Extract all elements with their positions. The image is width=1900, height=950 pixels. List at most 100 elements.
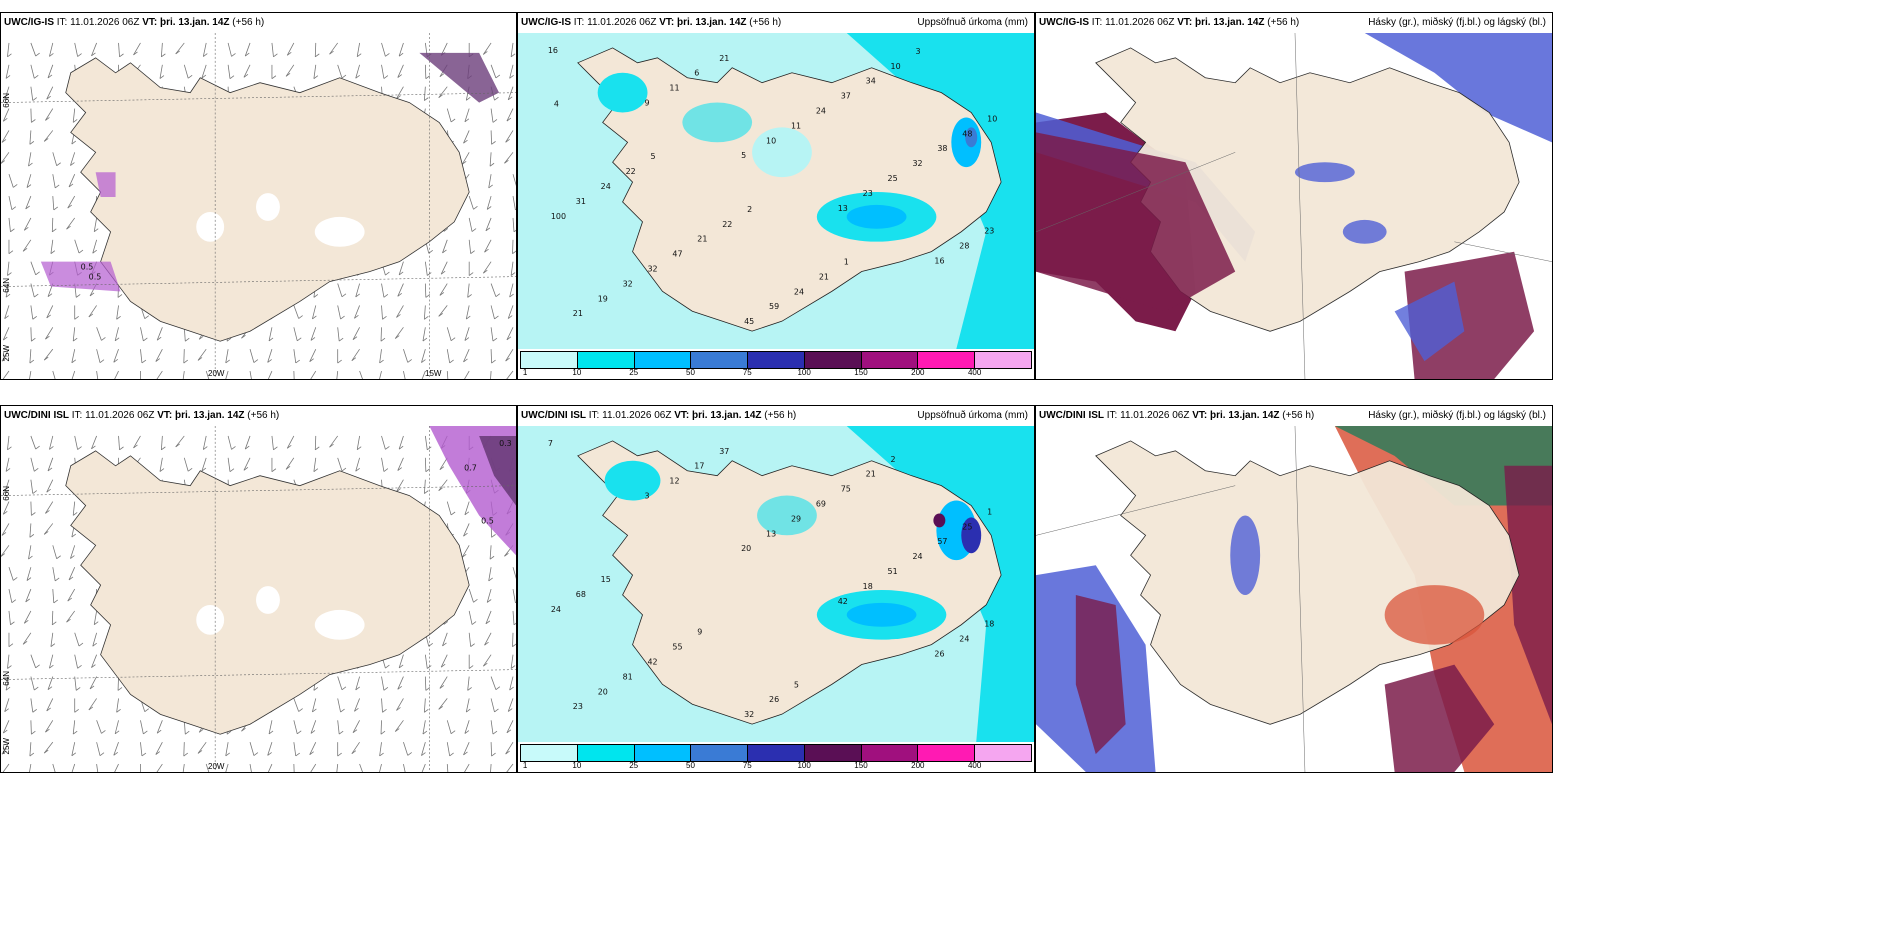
wind-barb-flag xyxy=(396,314,401,318)
precip-value: 75 xyxy=(841,485,851,494)
wind-barb xyxy=(463,130,470,144)
wind-barb xyxy=(49,435,54,450)
wind-barb xyxy=(286,42,295,56)
wind-barb-flag xyxy=(116,708,121,713)
legend-colorbar xyxy=(520,351,1032,369)
wind-barb xyxy=(512,174,516,186)
wind-barb-flag xyxy=(397,467,402,471)
wind-barb xyxy=(140,720,144,735)
panel-header: UWC/IG-IS IT: 11.01.2026 06Z VT: þri. 13… xyxy=(4,17,265,28)
wind-barb-flag xyxy=(424,490,429,494)
precip-value: 2 xyxy=(747,205,752,214)
wind-barb-flag xyxy=(56,162,61,167)
wind-barb-flag xyxy=(1,532,7,536)
wind-barb xyxy=(423,698,426,713)
precip-value: 32 xyxy=(912,159,922,168)
wind-barb xyxy=(5,676,10,691)
wind-barb-flag xyxy=(1,553,6,557)
wind-barb xyxy=(379,742,382,757)
wind-barb xyxy=(182,763,185,772)
wind-barb-flag xyxy=(464,730,470,734)
wind-barb-flag xyxy=(509,75,514,79)
wind-barb xyxy=(156,327,163,341)
wind-barb xyxy=(468,632,472,647)
wind-barb xyxy=(337,283,343,297)
wind-barb-flag xyxy=(50,250,56,254)
wind-barb-flag xyxy=(513,229,516,233)
precip-value: 1 xyxy=(987,507,992,516)
precip-value: 24 xyxy=(601,182,611,191)
wind-barb-flag xyxy=(93,621,99,625)
wind-barb xyxy=(52,589,55,604)
wind-barb-flag xyxy=(229,75,235,79)
wind-barb-flag xyxy=(506,729,512,734)
wind-barb-flag xyxy=(29,752,35,757)
wind-barb-flag xyxy=(116,315,121,320)
wind-barb xyxy=(337,698,341,713)
wind-barb-flag xyxy=(397,685,402,690)
wind-barb-flag xyxy=(99,359,105,364)
wind-barb-flag xyxy=(329,50,334,55)
precip-value: 7 xyxy=(548,439,553,448)
wind-barb-flag xyxy=(351,750,357,755)
wind-barb xyxy=(379,763,382,772)
precip-value: 47 xyxy=(672,250,682,259)
wind-barb xyxy=(96,720,102,734)
wind-barb-flag xyxy=(355,686,360,691)
wind-barb-flag xyxy=(72,730,78,735)
wind-barb-flag xyxy=(3,510,8,515)
wind-barb xyxy=(227,457,231,472)
wind-barb xyxy=(1,152,10,164)
wind-barb xyxy=(356,435,360,450)
wind-barb-flag xyxy=(510,272,516,276)
wind-barb xyxy=(74,239,80,254)
legend-label: 10 xyxy=(572,761,582,770)
wind-barb-flag xyxy=(509,686,514,691)
wind-barb xyxy=(140,349,143,364)
svg-text:0.5: 0.5 xyxy=(481,516,494,525)
wind-barb-flag xyxy=(201,467,207,472)
wind-barb xyxy=(88,698,97,711)
wind-barb-flag xyxy=(473,598,478,603)
legend-label: 50 xyxy=(686,368,695,377)
wind-barb xyxy=(201,457,207,472)
wind-barb-flag xyxy=(5,468,11,472)
wind-barb-flag xyxy=(483,269,488,274)
wind-barb xyxy=(310,720,317,734)
legend-label: 75 xyxy=(742,761,752,770)
wind-barb-flag xyxy=(35,271,40,276)
wind-barb xyxy=(482,261,492,274)
precip-value: 29 xyxy=(791,514,801,523)
wind-barb xyxy=(30,283,35,298)
wind-barb-flag xyxy=(101,337,106,341)
precip-value: 57 xyxy=(937,537,947,546)
wind-barb xyxy=(29,370,32,379)
wind-barb-flag xyxy=(463,532,468,537)
wind-barb xyxy=(225,349,229,363)
wind-barb-flag xyxy=(35,52,40,57)
precip-value: 42 xyxy=(647,657,657,666)
wind-barb-flag xyxy=(463,358,468,363)
wind-barb xyxy=(66,217,76,230)
wind-barb-flag xyxy=(297,730,302,735)
wind-barb-flag xyxy=(397,292,402,297)
wind-barb-flag xyxy=(243,467,249,471)
precip-legend: 1 10 25 50 75 100 150 200 400 xyxy=(518,742,1034,772)
wind-barb-flag xyxy=(466,315,471,320)
precip-value: 20 xyxy=(598,687,608,696)
wind-barb xyxy=(175,435,185,448)
precip-value: 5 xyxy=(794,680,799,689)
wind-barb xyxy=(510,42,514,57)
wind-barb xyxy=(381,305,383,320)
wind-barb xyxy=(4,698,10,712)
wind-barb xyxy=(8,567,14,581)
wind-barb xyxy=(67,195,76,209)
wind-barb-flag xyxy=(485,227,491,232)
precip-value: 5 xyxy=(741,151,746,160)
wind-barb-flag xyxy=(338,730,344,735)
wind-barb-flag xyxy=(34,293,39,298)
wind-barb-flag xyxy=(505,750,510,755)
wind-barb-flag xyxy=(50,643,56,647)
wind-barb xyxy=(30,479,34,494)
wind-barb-flag xyxy=(439,292,445,296)
